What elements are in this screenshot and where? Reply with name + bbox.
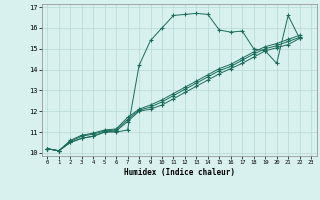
X-axis label: Humidex (Indice chaleur): Humidex (Indice chaleur) [124,168,235,177]
